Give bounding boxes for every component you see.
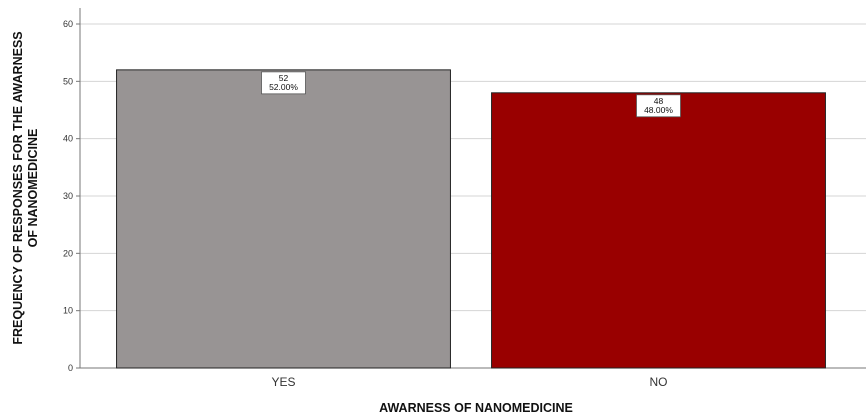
bars	[116, 69, 826, 369]
y-axis-title-line-1: FREQUENCY OF RESPONSES FOR THE AWARNESS	[11, 31, 25, 344]
y-tick-label: 10	[63, 306, 73, 316]
y-tick-label: 30	[63, 191, 73, 201]
y-tick-label: 0	[68, 363, 73, 373]
data-label-box	[261, 71, 306, 95]
y-tick-label: 20	[63, 248, 73, 258]
data-label-count: 52	[279, 73, 289, 83]
data-label-percent: 52.00%	[269, 82, 298, 92]
y-tick-label: 40	[63, 134, 73, 144]
bar-no	[491, 92, 826, 369]
data-label-box	[636, 94, 681, 118]
x-axis-title: AWARNESS OF NANOMEDICINE	[379, 401, 573, 415]
data-label-count: 48	[654, 96, 664, 106]
y-tick-label: 60	[63, 19, 73, 29]
y-axis-ticks: 0 10 20 30 40 50 60	[63, 19, 80, 373]
x-tick-label: NO	[650, 375, 668, 389]
y-axis-title: FREQUENCY OF RESPONSES FOR THE AWARNESS …	[11, 31, 40, 344]
x-tick-label: YES	[271, 375, 295, 389]
x-axis-categories: YES NO	[271, 375, 667, 389]
data-label-percent: 48.00%	[644, 105, 673, 115]
y-tick-label: 50	[63, 76, 73, 86]
bar-yes	[116, 69, 451, 369]
y-axis-title-line-2: OF NANOMEDICINE	[26, 129, 40, 248]
